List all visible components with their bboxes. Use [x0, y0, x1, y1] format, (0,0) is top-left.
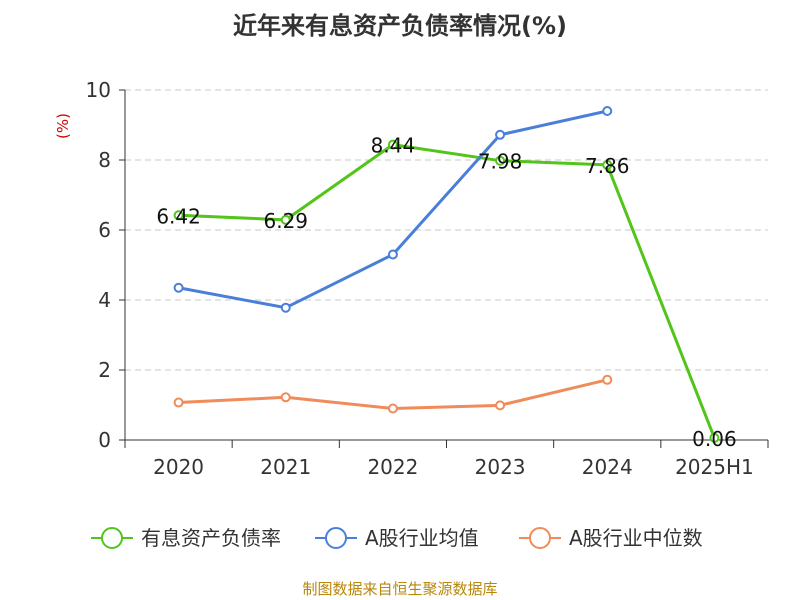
- legend-item-1[interactable]: A股行业均值: [315, 526, 479, 550]
- data-label: 0.06: [692, 427, 737, 451]
- data-point: [495, 400, 506, 411]
- data-label: 6.29: [263, 209, 308, 233]
- data-labels: 6.42 6.29 8.44 7.98 7.86 0.06: [156, 134, 736, 451]
- data-point: [602, 106, 613, 116]
- data-point: [709, 432, 720, 443]
- data-label: 6.42: [156, 204, 201, 228]
- chart-title: 近年来有息资产负债率情况(%): [233, 12, 567, 40]
- y-tick-label: 2: [98, 358, 111, 382]
- data-point: [602, 374, 613, 385]
- data-point: [280, 392, 291, 403]
- data-point: [495, 129, 506, 140]
- x-tick-label: 2024: [582, 455, 633, 479]
- data-point: [387, 139, 398, 150]
- y-tick-label: 8: [98, 148, 111, 172]
- y-axis-label: (%): [54, 113, 72, 139]
- data-point: [495, 155, 506, 166]
- legend-label: 有息资产负债率: [141, 526, 281, 550]
- legend-item-2[interactable]: A股行业中位数: [519, 526, 703, 550]
- legend-circle-icon: [529, 527, 551, 549]
- x-tick-label: 2023: [475, 455, 526, 479]
- y-tick-label: 0: [98, 428, 111, 452]
- data-point: [280, 302, 291, 313]
- data-point: [387, 403, 398, 414]
- data-point: [173, 210, 184, 221]
- series-line-0: [178, 143, 716, 439]
- data-label: 7.86: [585, 154, 630, 178]
- data-point: [173, 397, 184, 408]
- legend-label: A股行业均值: [365, 526, 479, 550]
- x-tick-label: 2025H1: [675, 455, 754, 479]
- y-tick-label: 10: [86, 78, 111, 102]
- legend-label: A股行业中位数: [569, 526, 703, 550]
- data-point: [173, 282, 184, 293]
- source-note: 制图数据来自恒生聚源数据库: [302, 580, 497, 598]
- legend-item-0[interactable]: 有息资产负债率: [91, 526, 281, 550]
- data-point: [387, 249, 398, 260]
- x-tick-label: 2020: [153, 455, 204, 479]
- data-point: [280, 214, 291, 225]
- x-tick-label: 2022: [367, 455, 418, 479]
- axes: 0 2 4 6 8 10 2020 2021 2022 2023 2024 2025H1: [86, 78, 769, 479]
- data-label: 8.44: [371, 134, 416, 158]
- legend-circle-icon: [101, 527, 123, 549]
- y-tick-label: 6: [98, 218, 111, 242]
- series-layer: [173, 106, 720, 443]
- data-label: 7.98: [478, 150, 523, 174]
- legend: 有息资产负债率 A股行业均值 A股行业中位数: [91, 526, 703, 550]
- x-tick-label: 2021: [260, 455, 311, 479]
- data-point: [602, 159, 613, 170]
- y-tick-label: 4: [98, 288, 111, 312]
- legend-circle-icon: [325, 527, 347, 549]
